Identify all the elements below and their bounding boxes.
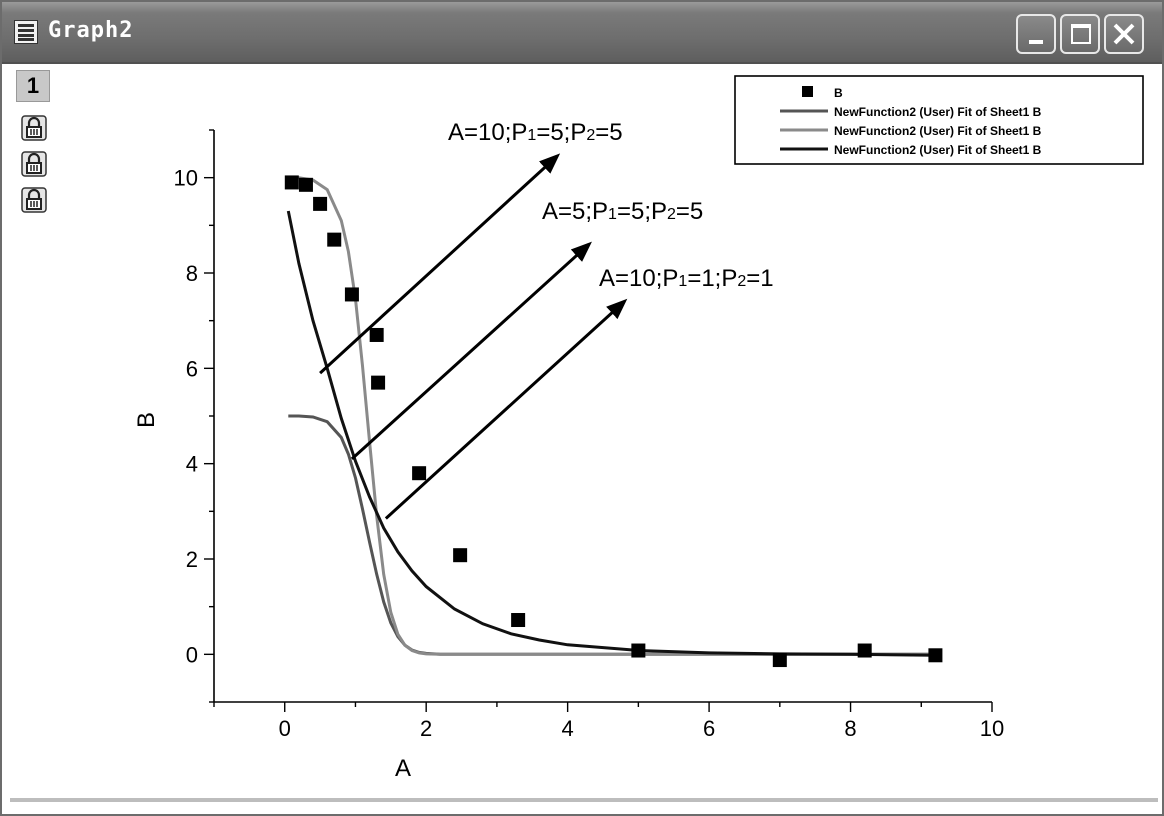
- window-bottom-border: [10, 798, 1158, 802]
- lock-icon[interactable]: [20, 150, 48, 178]
- title-bar[interactable]: Graph2: [2, 2, 1162, 64]
- x-tick-label: 0: [279, 716, 291, 741]
- data-point: [453, 548, 468, 563]
- legend-box: B NewFunction2 (User) Fit of Sheet1 B NewF…: [734, 75, 1144, 165]
- legend-entry: NewFunction2 (User) Fit of Sheet1 B: [834, 105, 1042, 119]
- annotation-text: =5: [676, 198, 703, 225]
- x-tick-label: 2: [420, 716, 432, 741]
- data-point: [327, 232, 342, 247]
- y-tick-label: 6: [186, 356, 198, 381]
- data-point: [313, 196, 328, 211]
- legend-entry: NewFunction2 (User) Fit of Sheet1 B: [834, 143, 1042, 157]
- data-point: [511, 613, 526, 628]
- annotation-text: A=10;P: [599, 265, 678, 292]
- annotation-text: =1: [746, 265, 773, 292]
- layer-1-tab[interactable]: 1: [16, 70, 50, 102]
- close-icon: [1113, 23, 1135, 45]
- window-title: Graph2: [48, 18, 134, 43]
- annotation-label-2: A=5;P1=5;P2=5: [542, 198, 703, 225]
- annotation-text: =5;P: [617, 198, 667, 225]
- data-point: [298, 177, 313, 192]
- maximize-button[interactable]: [1060, 14, 1100, 54]
- y-axis-label: B: [133, 412, 160, 428]
- legend-entry: NewFunction2 (User) Fit of Sheet1 B: [834, 124, 1042, 138]
- y-tick-label: 4: [186, 452, 198, 477]
- x-axis-label: A: [395, 755, 411, 782]
- data-point: [928, 648, 943, 663]
- data-point: [412, 466, 427, 481]
- data-point: [344, 287, 359, 302]
- graph-window-icon[interactable]: [14, 20, 38, 44]
- annotation-subscript: 2: [737, 273, 746, 290]
- minimize-icon: [1029, 40, 1043, 44]
- lock-icon[interactable]: [20, 186, 48, 214]
- annotation-arrow-3: [384, 298, 628, 520]
- annotation-arrow-1: [319, 153, 561, 375]
- annotation-subscript: 1: [678, 273, 687, 290]
- data-point: [371, 375, 386, 390]
- annotation-label-1: A=10;P1=5;P2=5: [448, 119, 623, 146]
- annotation-text: A=5;P: [542, 198, 608, 225]
- x-tick-label: 6: [703, 716, 715, 741]
- annotation-text: =5: [595, 119, 622, 146]
- y-tick-label: 0: [186, 642, 198, 667]
- annotation-subscript: 2: [586, 127, 595, 144]
- annotation-text: A=10;P: [448, 119, 527, 146]
- data-point: [369, 327, 384, 342]
- x-tick-label: 10: [980, 716, 1004, 741]
- data-point: [284, 175, 299, 190]
- y-tick-label: 8: [186, 261, 198, 286]
- annotation-arrow-2: [350, 241, 592, 461]
- y-tick-label: 2: [186, 547, 198, 572]
- legend-entry: B: [834, 86, 843, 100]
- close-button[interactable]: [1104, 14, 1144, 54]
- annotation-subscript: 1: [608, 206, 617, 223]
- x-tick-label: 8: [844, 716, 856, 741]
- minimize-button[interactable]: [1016, 14, 1056, 54]
- y-tick-label: 10: [174, 166, 198, 191]
- lock-icon[interactable]: [20, 114, 48, 142]
- annotation-text: =5;P: [536, 119, 586, 146]
- x-tick-label: 4: [562, 716, 574, 741]
- fit-curve-3: [286, 210, 936, 657]
- annotation-subscript: 1: [527, 127, 536, 144]
- data-point: [772, 653, 787, 668]
- annotation-label-3: A=10;P1=1;P2=1: [599, 265, 774, 292]
- fit-curve-1: [288, 414, 936, 656]
- annotation-subscript: 2: [667, 206, 676, 223]
- fit-curve-2: [288, 176, 936, 656]
- data-point: [857, 643, 872, 658]
- maximize-icon: [1071, 24, 1091, 44]
- legend-marker-points: [802, 86, 813, 97]
- data-point: [631, 643, 646, 658]
- annotation-text: =1;P: [687, 265, 737, 292]
